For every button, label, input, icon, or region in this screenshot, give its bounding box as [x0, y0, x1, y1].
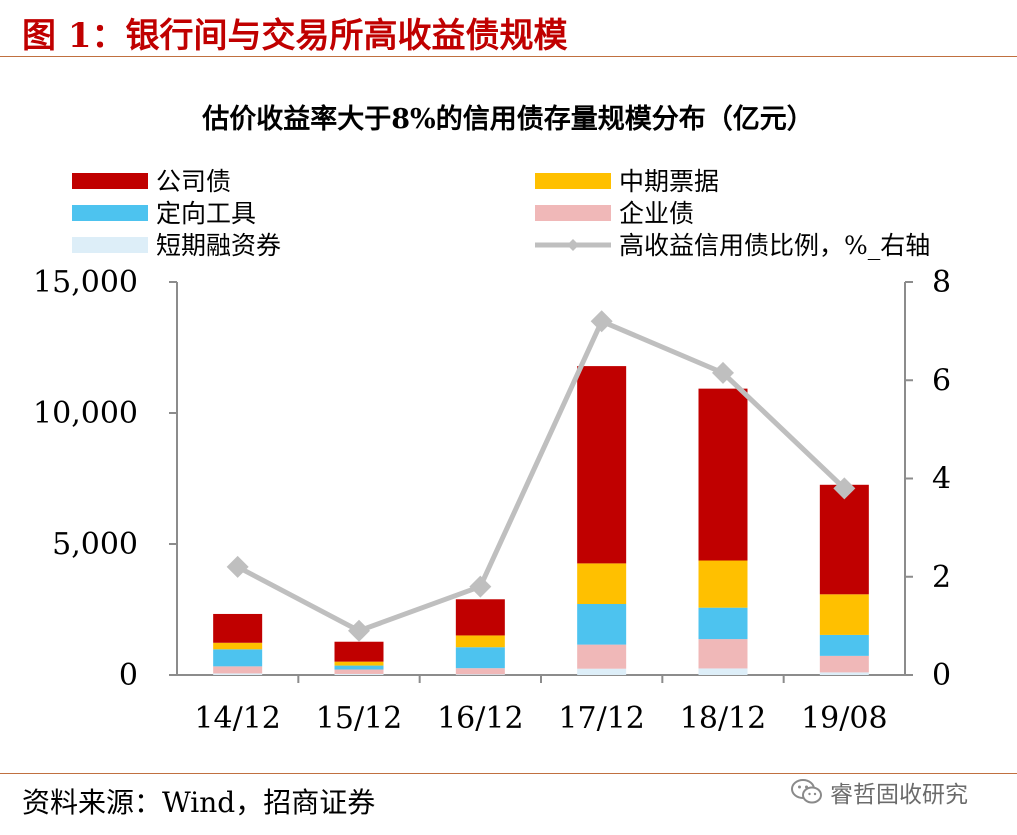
title-divider: [0, 56, 1017, 57]
bar-segment-0: [819, 672, 869, 675]
bar-segment-4: [698, 388, 748, 561]
left-tick-label: 10,000: [33, 396, 138, 431]
bar-segment-0: [213, 673, 263, 675]
bar-segment-1: [213, 666, 263, 674]
wechat-icon: [791, 779, 822, 804]
bar-segment-0: [455, 674, 505, 675]
legend-label-5: 高收益信用债比例，%_右轴: [619, 231, 930, 260]
bar-segment-4: [455, 599, 505, 636]
legend-label-1: 中期票据: [619, 167, 719, 196]
right-tick-label: 4: [932, 462, 951, 497]
bar-segment-0: [334, 673, 384, 675]
x-tick-label: 18/12: [680, 701, 766, 736]
legend-line-marker: [567, 239, 579, 251]
bar-segment-3: [698, 560, 748, 608]
right-tick-label: 8: [932, 265, 951, 300]
ratio-point: [833, 477, 856, 500]
right-tick-label: 0: [932, 658, 951, 693]
left-tick-label: 0: [119, 658, 138, 693]
bar-segment-3: [577, 563, 627, 604]
legend-swatch-4: [72, 237, 148, 253]
bar-segment-1: [577, 644, 627, 669]
bar-segment-4: [577, 366, 627, 564]
bar-segment-2: [577, 603, 627, 645]
bar-segment-2: [213, 649, 263, 667]
watermark: 睿哲固收研究: [790, 775, 968, 809]
ratio-point: [348, 619, 370, 642]
x-tick-label: 15/12: [316, 701, 402, 736]
bar-segment-4: [819, 484, 869, 595]
bar-segment-3: [213, 642, 263, 650]
bar-segment-4: [334, 641, 384, 662]
bar-segment-0: [698, 668, 748, 675]
x-tick-label: 19/08: [801, 701, 887, 736]
legend-swatch-0: [72, 173, 148, 189]
x-tick-label: 17/12: [558, 701, 644, 736]
bar-segment-1: [334, 669, 384, 674]
legend-swatch-2: [72, 205, 148, 221]
legend-swatch-3: [535, 205, 611, 221]
bar-segment-2: [698, 607, 748, 640]
right-tick-label: 6: [932, 363, 951, 398]
bar-segment-2: [334, 665, 384, 670]
bar-segment-3: [334, 661, 384, 666]
ratio-point: [469, 575, 492, 598]
bar-segment-0: [577, 668, 627, 675]
ratio-point: [712, 361, 734, 384]
source-note: 资料来源：Wind，招商证券: [22, 786, 376, 819]
legend-label-2: 定向工具: [156, 199, 256, 228]
bar-segment-3: [819, 594, 869, 635]
legend-label-0: 公司债: [156, 167, 231, 196]
right-tick-label: 2: [932, 560, 951, 595]
bar-segment-3: [455, 635, 505, 648]
x-tick-label: 16/12: [437, 701, 523, 736]
chart-title: 估价收益率大于8%的信用债存量规模分布（亿元）: [201, 103, 813, 135]
legend-label-4: 短期融资券: [156, 231, 281, 260]
ratio-point: [226, 555, 249, 578]
bar-segment-1: [698, 639, 748, 669]
bar-segment-2: [455, 647, 505, 669]
bar-segment-1: [455, 668, 505, 675]
left-tick-label: 15,000: [33, 265, 138, 300]
left-tick-label: 5,000: [52, 527, 138, 562]
ratio-line: [236, 318, 847, 634]
x-tick-label: 14/12: [194, 701, 280, 736]
legend-label-3: 企业债: [619, 199, 694, 228]
ratio-point: [590, 310, 613, 333]
watermark-text: 睿哲固收研究: [830, 782, 968, 808]
bar-segment-4: [213, 613, 263, 643]
bar-segment-2: [819, 634, 869, 656]
legend-swatch-1: [535, 173, 611, 189]
bar-segment-1: [819, 655, 869, 673]
figure-title: 图 1：银行间与交易所高收益债规模: [22, 16, 568, 56]
source-divider: [0, 773, 1017, 774]
